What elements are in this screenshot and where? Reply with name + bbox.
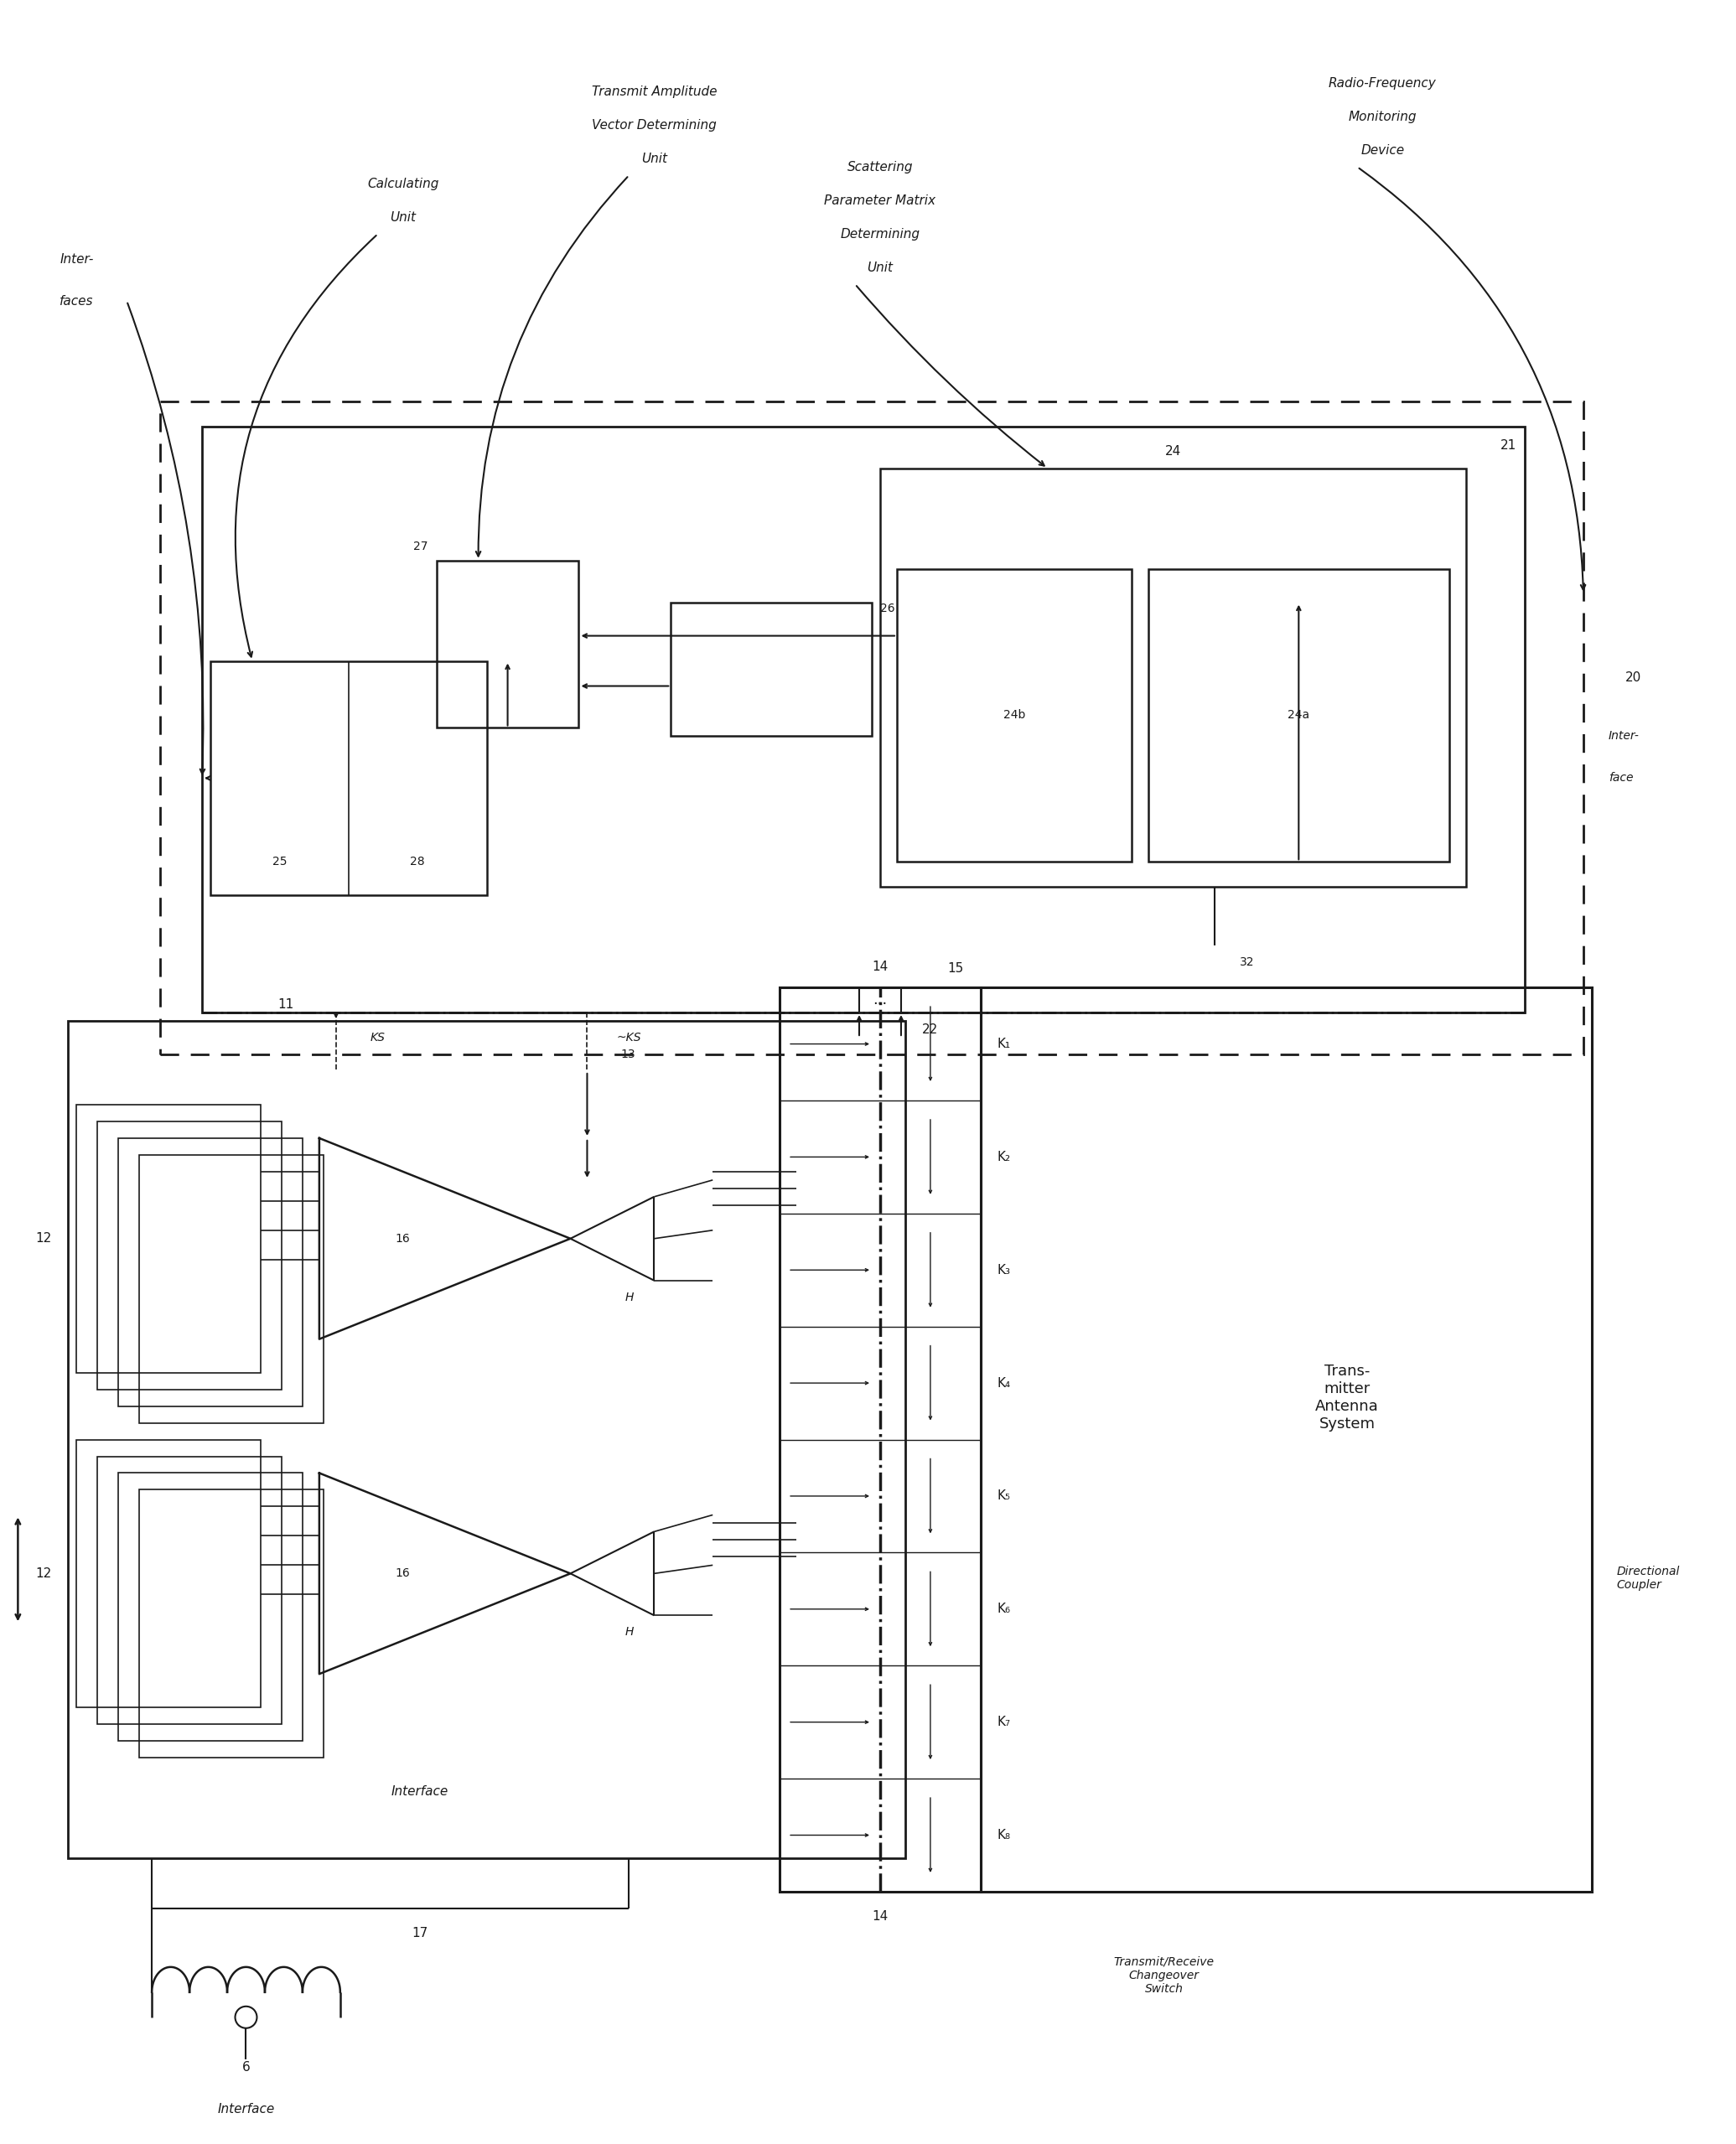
Bar (139, 1156, 323, 1424)
Text: face: face (1609, 772, 1634, 785)
Bar (1147, 568, 1450, 862)
Text: 15: 15 (948, 963, 963, 976)
Text: Transmit/Receive
Changeover
Switch: Transmit/Receive Changeover Switch (1113, 1955, 1213, 1994)
Text: Radio-Frequency: Radio-Frequency (1328, 77, 1436, 90)
Text: 14: 14 (871, 961, 889, 973)
Bar (97, 1456, 281, 1724)
Text: ~KS: ~KS (616, 1031, 641, 1044)
Text: 12: 12 (35, 1567, 52, 1580)
Text: Determining: Determining (840, 227, 920, 240)
Text: 16: 16 (396, 1567, 410, 1580)
Text: Unit: Unit (391, 210, 417, 223)
Text: KS: KS (370, 1031, 385, 1044)
Bar (670, 602, 871, 735)
Text: 12: 12 (35, 1233, 52, 1246)
Bar (76, 1439, 260, 1707)
Text: K₃: K₃ (998, 1263, 1010, 1276)
Bar (118, 1138, 302, 1406)
Bar (97, 1121, 281, 1389)
Text: Vector Determining: Vector Determining (592, 118, 717, 131)
Text: Device: Device (1361, 144, 1404, 157)
Text: 27: 27 (413, 540, 429, 551)
Bar (981, 988, 1592, 1891)
Bar (210, 660, 486, 896)
Text: 11: 11 (278, 997, 293, 1010)
Text: 14: 14 (871, 1910, 889, 1923)
Text: Trans-
mitter
Antenna
System: Trans- mitter Antenna System (1316, 1364, 1378, 1432)
Bar (898, 568, 1132, 862)
Text: K₅: K₅ (998, 1490, 1010, 1503)
Text: K₁: K₁ (998, 1038, 1010, 1051)
Text: 24a: 24a (1288, 710, 1309, 720)
Text: 20: 20 (1625, 671, 1641, 684)
Text: Interface: Interface (217, 2103, 274, 2116)
Text: Monitoring: Monitoring (1349, 111, 1417, 122)
Text: Unit: Unit (868, 262, 892, 274)
Text: 26: 26 (880, 602, 896, 613)
Bar (880, 467, 1467, 888)
Bar (436, 560, 578, 729)
Text: H: H (625, 1627, 634, 1638)
Text: 16: 16 (396, 1233, 410, 1244)
Text: 21: 21 (1500, 440, 1516, 452)
Bar (160, 401, 1583, 1055)
Text: 6: 6 (241, 2060, 250, 2073)
Bar (139, 1490, 323, 1758)
Text: Transmit Amplitude: Transmit Amplitude (592, 86, 717, 99)
Polygon shape (319, 1473, 571, 1674)
Text: ...: ... (873, 993, 887, 1008)
Polygon shape (319, 1138, 571, 1340)
Text: 32: 32 (1240, 956, 1255, 969)
Text: 24: 24 (1165, 446, 1180, 459)
Text: 28: 28 (410, 855, 425, 868)
Text: 22: 22 (922, 1023, 937, 1036)
Bar (201, 427, 1524, 1012)
Text: Inter-: Inter- (1609, 731, 1639, 742)
Text: K₆: K₆ (998, 1604, 1010, 1614)
Bar (76, 1104, 260, 1372)
Text: faces: faces (59, 294, 94, 307)
Text: K₄: K₄ (998, 1376, 1010, 1389)
Text: Interface: Interface (391, 1786, 448, 1797)
Text: Calculating: Calculating (368, 178, 439, 191)
Bar (779, 988, 981, 1891)
Text: K₈: K₈ (998, 1829, 1010, 1842)
Text: Unit: Unit (641, 152, 667, 165)
Bar (118, 1473, 302, 1741)
Text: 13: 13 (621, 1048, 635, 1061)
Text: K₇: K₇ (998, 1715, 1010, 1728)
Text: H: H (625, 1291, 634, 1304)
Text: 17: 17 (411, 1927, 427, 1940)
Text: Directional
Coupler: Directional Coupler (1616, 1565, 1680, 1591)
Text: Scattering: Scattering (847, 161, 913, 174)
Text: Inter-: Inter- (59, 253, 94, 266)
Text: Parameter Matrix: Parameter Matrix (825, 195, 936, 206)
Text: 25: 25 (273, 855, 286, 868)
Text: 24b: 24b (1003, 710, 1026, 720)
Bar (68, 1021, 904, 1859)
Text: K₂: K₂ (998, 1151, 1010, 1164)
